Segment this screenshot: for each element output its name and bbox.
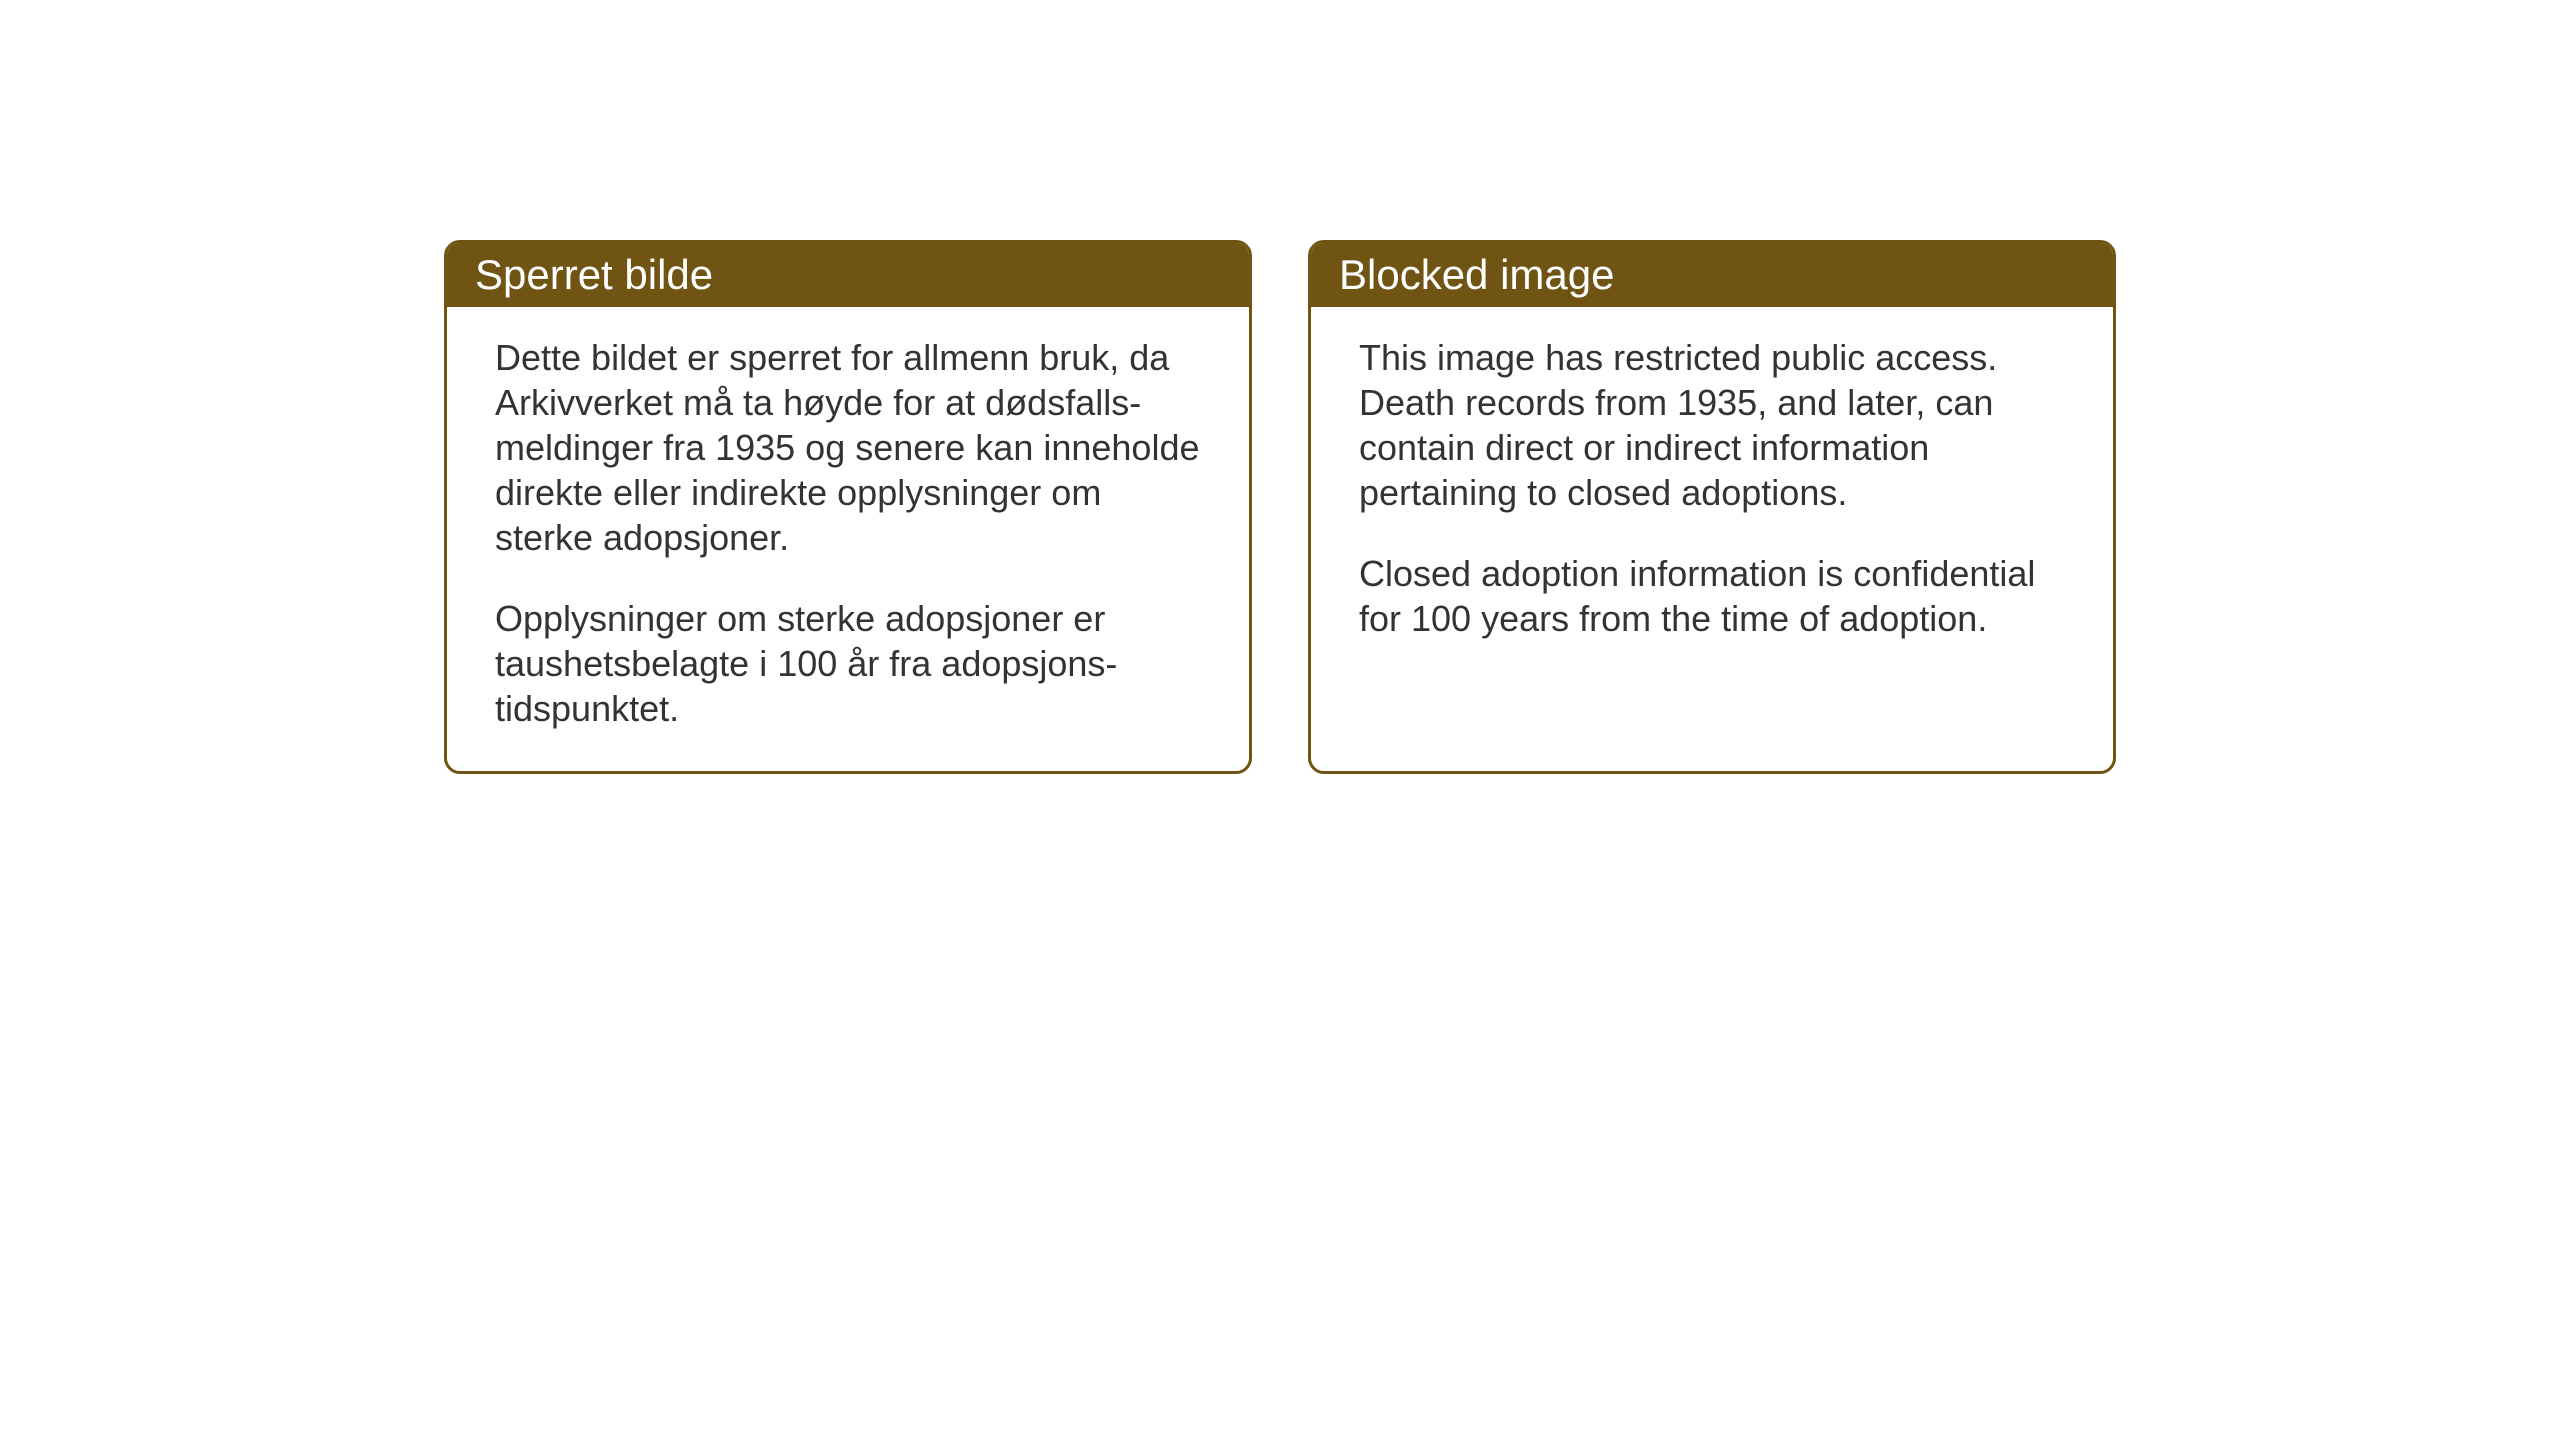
cards-container: Sperret bilde Dette bildet er sperret fo… [444,240,2116,774]
card-norwegian-header: Sperret bilde [447,243,1249,307]
card-norwegian: Sperret bilde Dette bildet er sperret fo… [444,240,1252,774]
card-english-body: This image has restricted public access.… [1311,307,2113,681]
card-english-paragraph-1: This image has restricted public access.… [1359,335,2065,515]
card-english-paragraph-2: Closed adoption information is confident… [1359,551,2065,641]
card-english-header: Blocked image [1311,243,2113,307]
card-english-title: Blocked image [1339,251,1614,298]
card-norwegian-body: Dette bildet er sperret for allmenn bruk… [447,307,1249,771]
card-english: Blocked image This image has restricted … [1308,240,2116,774]
card-norwegian-title: Sperret bilde [475,251,713,298]
card-norwegian-paragraph-1: Dette bildet er sperret for allmenn bruk… [495,335,1201,560]
card-norwegian-paragraph-2: Opplysninger om sterke adopsjoner er tau… [495,596,1201,731]
